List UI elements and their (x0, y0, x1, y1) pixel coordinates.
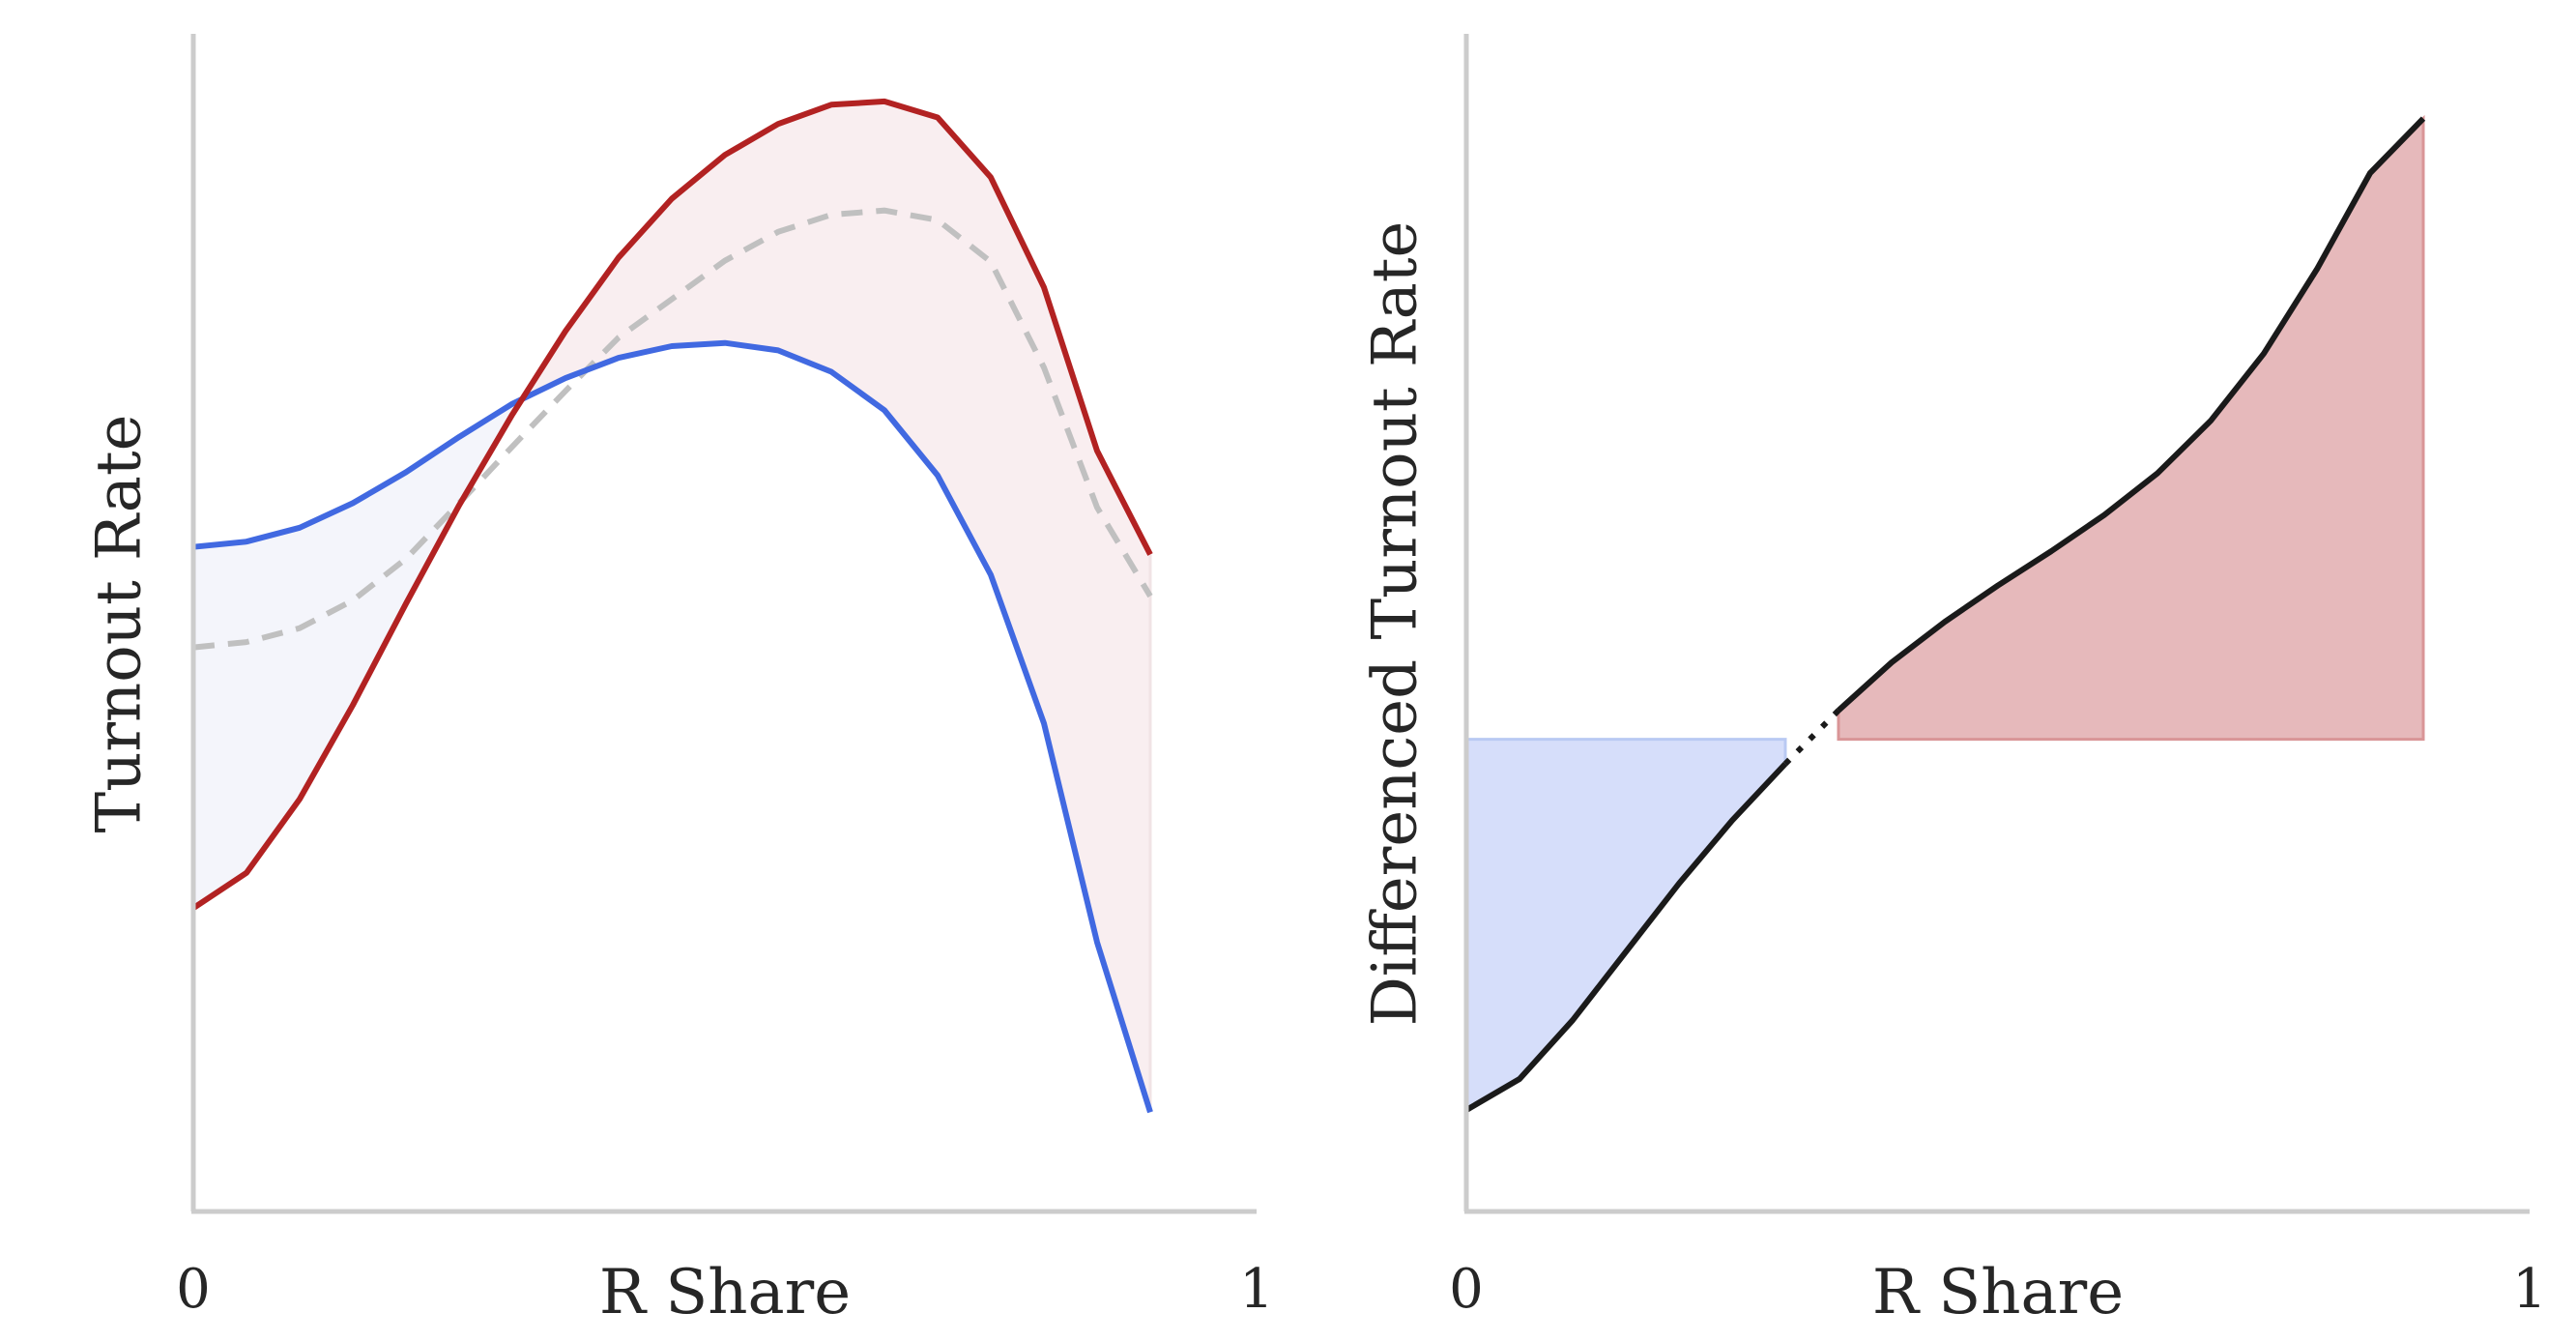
left-series-lines (191, 98, 1153, 1114)
turnout-rate-panel: 0 1 R Share Turnout Rate (84, 34, 1274, 1328)
right-series-lines (1464, 116, 2426, 1113)
d-advantage-fill (193, 398, 523, 909)
right-x-tick-label-1: 1 (2512, 1258, 2547, 1321)
positive-diff-area (1837, 114, 2425, 742)
negative-diff-area (1464, 738, 1787, 1113)
differenced-turnout-panel: 0 1 R Share Differenced Turnout Rate (1360, 34, 2547, 1328)
diff-line-gap (1782, 708, 1841, 767)
right-x-axis-label: R Share (1872, 1257, 2124, 1328)
left-y-axis-label: Turnout Rate (84, 415, 156, 833)
left-x-tick-label-0: 0 (176, 1258, 211, 1321)
r-advantage-fill (522, 101, 1150, 1113)
right-area-fills (1464, 114, 2425, 1113)
left-x-tick-label-1: 1 (1239, 1258, 1274, 1321)
diff-line-left (1464, 761, 1788, 1113)
d-turnout-line (192, 339, 1153, 1114)
mean-turnout-line (192, 207, 1153, 651)
right-x-tick-label-0: 0 (1449, 1258, 1484, 1321)
r-turnout-line (191, 98, 1153, 911)
left-x-axis-label: R Share (599, 1257, 851, 1328)
diff-line-right (1836, 116, 2426, 714)
right-y-axis-label: Differenced Turnout Rate (1360, 221, 1432, 1027)
